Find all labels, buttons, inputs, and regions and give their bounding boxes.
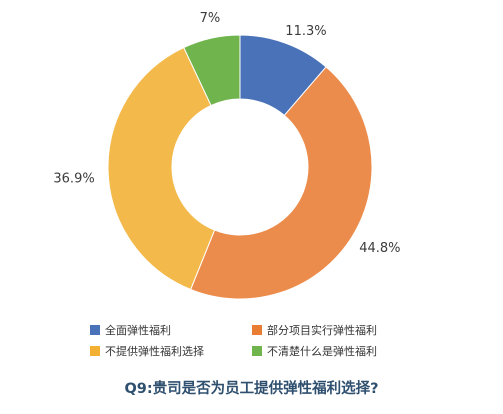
legend-item-none: 不提供弹性福利选择 <box>90 343 240 359</box>
legend-swatch-full <box>90 325 100 335</box>
legend-label-full: 全面弹性福利 <box>105 324 171 337</box>
legend-swatch-unknown <box>252 346 262 356</box>
slice-unknown <box>183 34 241 107</box>
chart-title: Q9:贵司是否为员工提供弹性福利选择? <box>124 381 379 397</box>
legend-label-none: 不提供弹性福利选择 <box>105 345 204 358</box>
legend-label-unknown: 不清楚什么是弹性福利 <box>267 345 377 358</box>
legend-swatch-none <box>90 346 100 356</box>
legend-label-partial: 部分项目实行弹性福利 <box>267 324 377 337</box>
legend-item-partial: 部分项目实行弹性福利 <box>252 322 422 338</box>
chart-legend: 全面弹性福利 部分项目实行弹性福利 不提供弹性福利选择 不清楚什么是弹性福利 <box>90 322 420 359</box>
slice-none-highlight <box>107 47 215 290</box>
label-partial: 44.8% <box>359 241 400 256</box>
label-full: 11.3% <box>285 24 326 39</box>
legend-swatch-partial <box>252 325 262 335</box>
label-none: 36.9% <box>53 171 94 186</box>
slice-partial <box>189 66 373 300</box>
slice-partial-highlight <box>190 66 372 299</box>
donut-value-labels: 11.3% 44.8% 36.9% 7% <box>53 11 400 256</box>
legend-item-full: 全面弹性福利 <box>90 322 240 338</box>
label-unknown: 7% <box>200 11 221 26</box>
donut-slices <box>107 34 373 300</box>
slice-none <box>107 46 216 291</box>
legend-item-unknown: 不清楚什么是弹性福利 <box>252 343 422 359</box>
